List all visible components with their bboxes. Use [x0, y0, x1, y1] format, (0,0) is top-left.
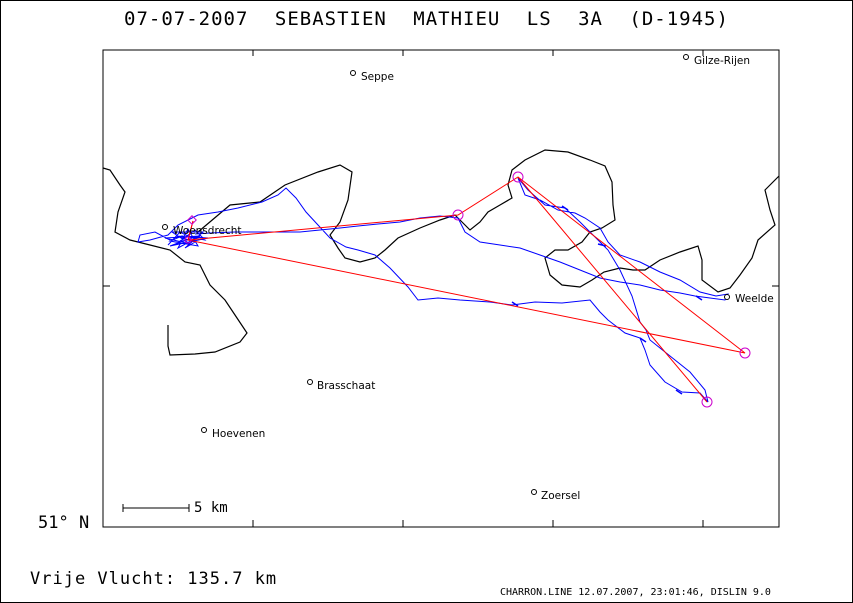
place-label-seppe: Seppe [361, 71, 394, 83]
place-label-brasschaat: Brasschaat [317, 380, 376, 392]
turnpoint-2 [512, 171, 524, 183]
scale-bar [122, 504, 190, 512]
place-label-gilze-rijen: Gilze-Rijen [694, 55, 750, 67]
place-dot-hoevenen [201, 427, 207, 433]
place-label-zoersel: Zoersel [541, 490, 581, 502]
place-dot-seppe [350, 70, 356, 76]
place-dot-gilze-rijen [683, 54, 689, 60]
axis-ticks [103, 50, 779, 527]
footer-credit: CHARRON.LINE 12.07.2007, 23:01:46, DISLI… [500, 587, 771, 598]
finish-marker [184, 236, 192, 244]
task-line [187, 176, 746, 403]
latitude-label: 51° N [38, 513, 90, 533]
turnpoint-3 [701, 396, 713, 408]
plot-frame [102, 49, 780, 528]
place-dot-woensdrecht [162, 224, 168, 230]
track-markers [511, 205, 703, 395]
turnpoint-4 [739, 347, 751, 359]
place-label-woensdrecht: Woensdrecht [173, 225, 242, 237]
place-dot-weelde [724, 294, 730, 300]
scale-label: 5 km [194, 500, 228, 516]
place-markers [162, 54, 730, 495]
start-marker [187, 215, 197, 225]
turnpoints [184, 171, 751, 408]
flight-title: 07-07-2007 SEBASTIEN MATHIEU LS 3A (D-19… [124, 8, 729, 30]
place-dot-brasschaat [307, 379, 313, 385]
turnpoint-1 [452, 209, 464, 221]
place-label-weelde: Weelde [735, 293, 774, 305]
distance-label: Vrije Vlucht: 135.7 km [30, 569, 278, 589]
border-line [102, 149, 780, 356]
place-dot-zoersel [531, 489, 537, 495]
place-label-hoevenen: Hoevenen [212, 428, 266, 440]
